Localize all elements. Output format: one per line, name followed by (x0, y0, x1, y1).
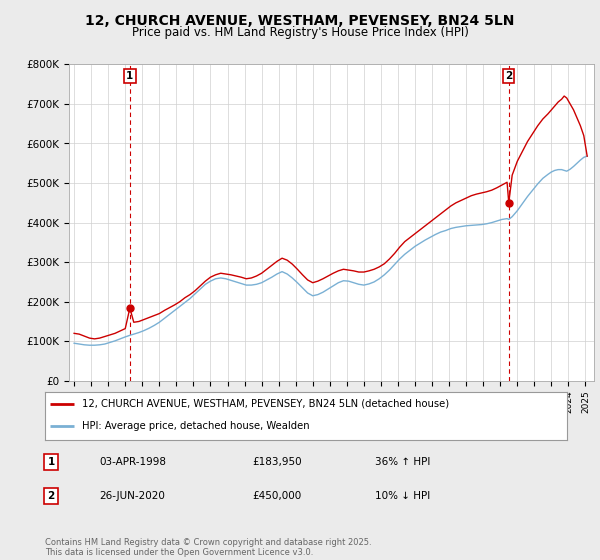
Text: HPI: Average price, detached house, Wealden: HPI: Average price, detached house, Weal… (82, 421, 309, 431)
Text: 2: 2 (505, 71, 512, 81)
Text: £183,950: £183,950 (252, 457, 302, 467)
Text: 26-JUN-2020: 26-JUN-2020 (99, 491, 165, 501)
Text: 03-APR-1998: 03-APR-1998 (99, 457, 166, 467)
Text: 1: 1 (47, 457, 55, 467)
Text: £450,000: £450,000 (252, 491, 301, 501)
Text: 2: 2 (47, 491, 55, 501)
Text: Contains HM Land Registry data © Crown copyright and database right 2025.
This d: Contains HM Land Registry data © Crown c… (45, 538, 371, 557)
Text: 12, CHURCH AVENUE, WESTHAM, PEVENSEY, BN24 5LN (detached house): 12, CHURCH AVENUE, WESTHAM, PEVENSEY, BN… (82, 399, 449, 409)
Text: Price paid vs. HM Land Registry's House Price Index (HPI): Price paid vs. HM Land Registry's House … (131, 26, 469, 39)
Text: 12, CHURCH AVENUE, WESTHAM, PEVENSEY, BN24 5LN: 12, CHURCH AVENUE, WESTHAM, PEVENSEY, BN… (85, 14, 515, 28)
Text: 1: 1 (126, 71, 133, 81)
Text: 10% ↓ HPI: 10% ↓ HPI (375, 491, 430, 501)
Text: 36% ↑ HPI: 36% ↑ HPI (375, 457, 430, 467)
